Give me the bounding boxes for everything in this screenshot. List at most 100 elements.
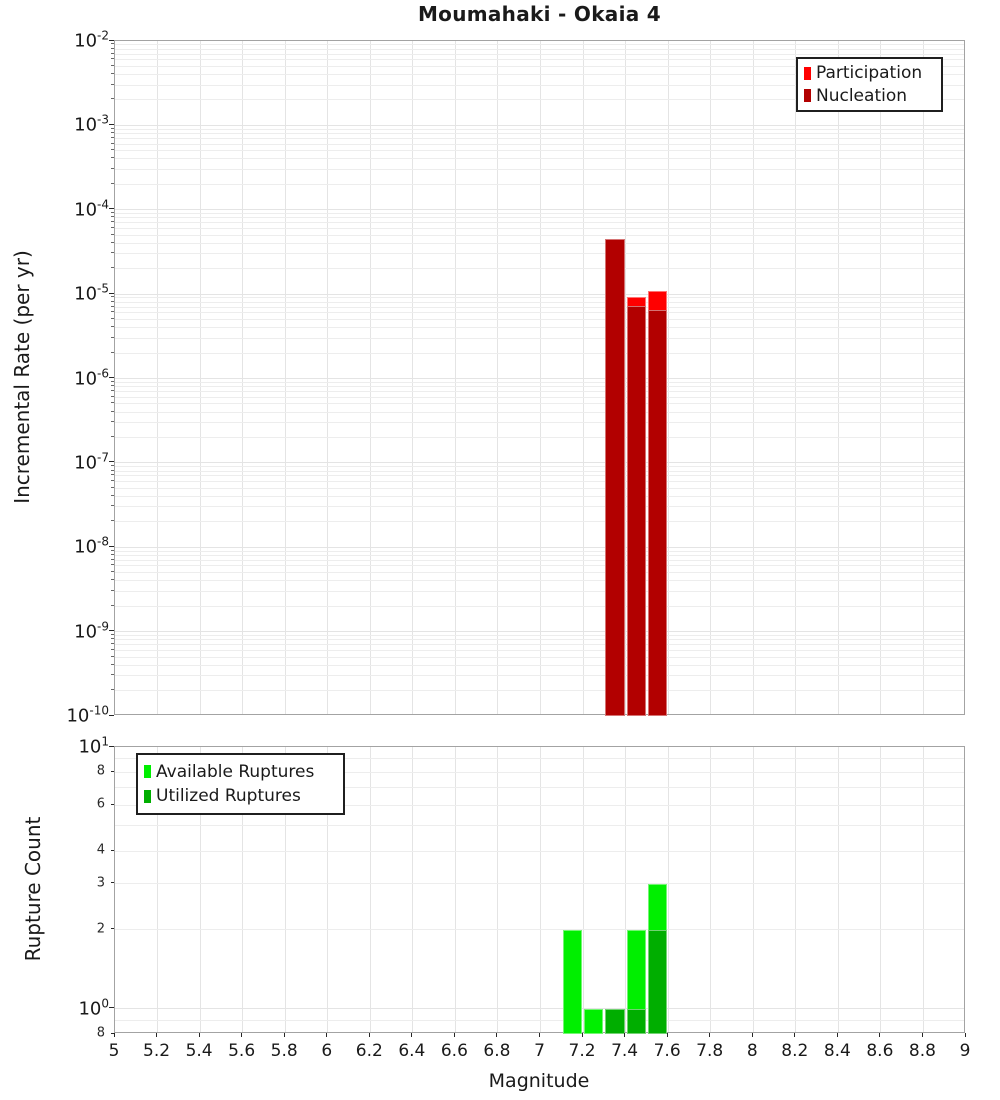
- y-tick-minor: [111, 549, 114, 551]
- gridline-minor: [115, 436, 964, 438]
- x-tick-label: 6.4: [398, 1041, 426, 1061]
- gridline-minor: [115, 150, 964, 152]
- x-tick-label: 8.4: [823, 1041, 851, 1061]
- gridline-minor: [115, 168, 964, 170]
- y-tick-minor: [111, 474, 114, 476]
- gridline-vertical: [880, 41, 882, 714]
- legend-label: Nucleation: [816, 85, 908, 106]
- x-tick-label: 5.4: [185, 1041, 213, 1061]
- gridline-vertical: [582, 747, 584, 1032]
- gridline-minor: [115, 883, 964, 885]
- gridline-vertical: [922, 41, 924, 714]
- y-tick-minor: [111, 226, 114, 228]
- gridline-vertical: [837, 747, 839, 1032]
- gridline-minor: [115, 222, 964, 224]
- y-tick-minor: [111, 233, 114, 235]
- gridline-minor: [115, 158, 964, 160]
- y-tick-minor: [111, 212, 114, 214]
- y-tick-minor: [111, 326, 114, 328]
- gridline-vertical: [454, 747, 456, 1032]
- gridline-minor: [115, 675, 964, 677]
- gridline-vertical: [625, 747, 627, 1032]
- x-tick-label: 6.6: [440, 1041, 468, 1061]
- x-tick: [964, 1033, 966, 1037]
- gridline-minor: [115, 306, 964, 308]
- gridline-minor: [115, 381, 964, 383]
- rate-plot-panel: [114, 40, 965, 716]
- y-tick-major: [109, 208, 114, 210]
- gridline-major: [115, 631, 964, 633]
- y-tick-minor: [111, 241, 114, 243]
- utilized-ruptures-bar: [605, 1008, 625, 1034]
- y-tick-major: [109, 1007, 114, 1009]
- y-tick-minor: [111, 655, 114, 657]
- legend-marker-swatch: [804, 66, 811, 80]
- x-tick-label: 7.2: [568, 1041, 596, 1061]
- y-tick-minor: [111, 318, 114, 320]
- gridline-vertical: [582, 41, 584, 714]
- y-tick-minor: [111, 803, 114, 805]
- y-tick-minor: [111, 311, 114, 313]
- chart-title: Moumahaki - Okaia 4: [417, 2, 662, 26]
- x-tick: [539, 1033, 540, 1037]
- x-tick-label: 7.4: [611, 1041, 639, 1061]
- y-tick-minor: [111, 395, 114, 397]
- y-tick-label: 10-6: [74, 366, 109, 389]
- legend-marker-swatch: [144, 789, 151, 803]
- gridline-major: [115, 462, 964, 464]
- legend-count: Available Ruptures Utilized Ruptures: [136, 753, 345, 815]
- x-tick: [921, 1033, 923, 1037]
- y-tick-label: 101: [78, 734, 109, 758]
- gridline-minor: [115, 554, 964, 556]
- gridline-vertical: [157, 747, 159, 1032]
- y-tick-minor: [111, 882, 114, 884]
- gridline-minor: [115, 44, 964, 46]
- y-tick-minor: [111, 98, 114, 100]
- y-tick-label: 10-7: [74, 450, 109, 474]
- available-ruptures-bar: [562, 929, 582, 1034]
- gridline-minor: [115, 337, 964, 339]
- gridline-minor: [115, 771, 964, 773]
- y-tick-minor: [111, 58, 114, 60]
- gridline-minor: [115, 48, 964, 50]
- x-tick: [453, 1033, 455, 1037]
- x-tick-label: 6.8: [483, 1041, 511, 1061]
- gridline-vertical: [242, 41, 244, 714]
- y-tick-major: [109, 630, 114, 632]
- gridline-minor: [115, 183, 964, 185]
- y-tick-minor: [111, 64, 114, 66]
- legend-rate: Participation Nucleation: [796, 57, 943, 112]
- legend-item: Nucleation: [804, 86, 935, 106]
- x-tick: [283, 1033, 285, 1037]
- y-tick-minor: [111, 465, 114, 467]
- gridline-major: [115, 1008, 964, 1010]
- gridline-vertical: [199, 747, 201, 1032]
- y-tick-minor: [111, 564, 114, 566]
- y-tick-major: [109, 377, 114, 378]
- gridline-minor: [115, 133, 964, 135]
- x-tick-label: 5.6: [228, 1041, 256, 1061]
- y-tick-minor: [111, 43, 114, 45]
- y-tick-minor: [111, 267, 114, 269]
- gridline-minor: [115, 758, 964, 760]
- y-tick-major: [109, 39, 114, 41]
- gridline-minor: [115, 301, 964, 303]
- gridline-vertical: [922, 747, 924, 1032]
- x-tick-label: 5.2: [143, 1041, 171, 1061]
- y-tick-minor: [111, 390, 114, 392]
- gridline-minor: [115, 664, 964, 666]
- gridline-minor: [115, 559, 964, 561]
- gridline-minor: [115, 850, 964, 852]
- y-tick-major: [109, 714, 114, 716]
- y-tick-minor: [111, 1032, 114, 1034]
- y-tick-minor: [111, 558, 114, 560]
- gridline-minor: [115, 506, 964, 508]
- y-tick-minor: [111, 486, 114, 488]
- gridline-minor: [115, 137, 964, 139]
- gridline-minor: [115, 605, 964, 607]
- gridline-vertical: [710, 747, 712, 1032]
- gridline-vertical: [880, 747, 882, 1032]
- gridline-minor: [115, 825, 964, 827]
- y-tick-minor: [111, 689, 114, 691]
- gridline-minor: [115, 327, 964, 329]
